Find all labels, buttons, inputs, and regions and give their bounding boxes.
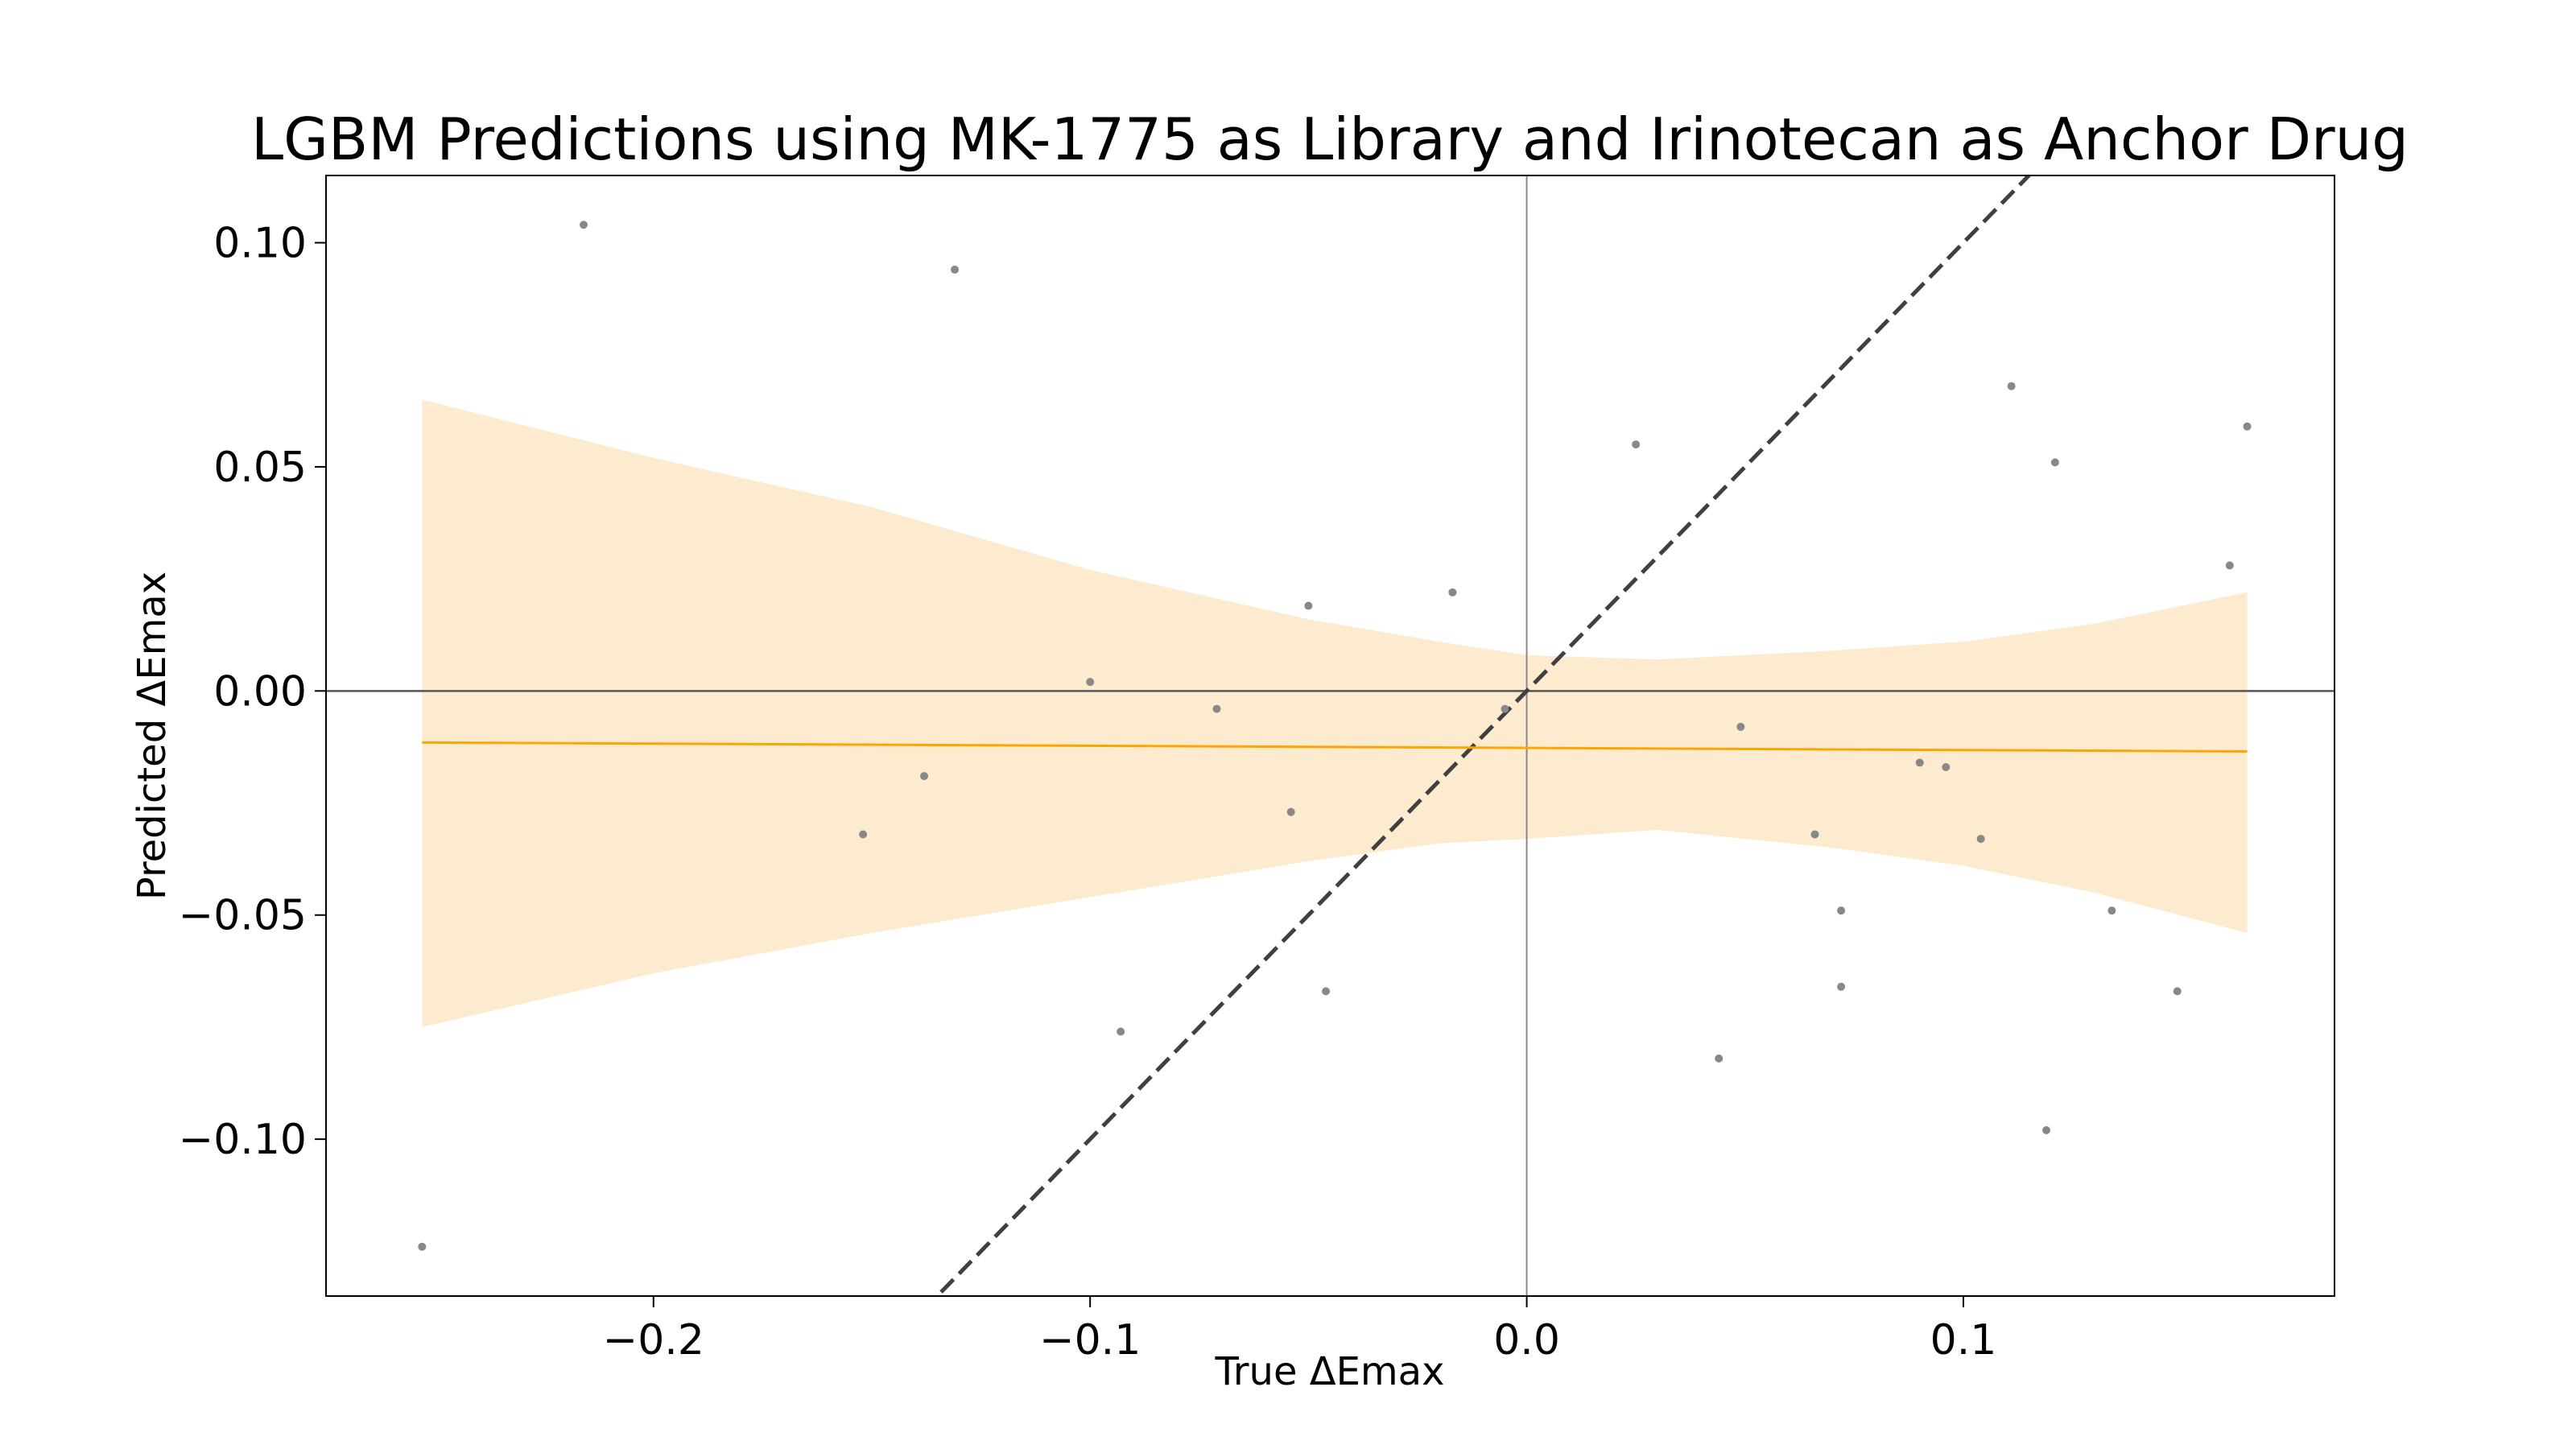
data-point bbox=[2107, 906, 2116, 915]
regression-line bbox=[422, 741, 2248, 753]
data-point bbox=[1942, 762, 1951, 771]
data-point bbox=[2042, 1125, 2051, 1134]
axis-ticks: −0.2 −0.1 0.0 0.1 −0.10 −0.05 0.00 0.05 0.10 bbox=[179, 220, 1997, 1364]
y-tick-label: 0.05 bbox=[213, 444, 307, 492]
data-point bbox=[1837, 906, 1846, 915]
data-point bbox=[1322, 987, 1331, 996]
y-tick-label: 0.00 bbox=[213, 667, 307, 716]
data-point bbox=[1976, 835, 1985, 844]
data-points bbox=[418, 221, 2252, 1251]
data-point bbox=[1810, 830, 1819, 839]
data-point bbox=[1086, 678, 1095, 687]
data-point bbox=[951, 265, 960, 274]
y-tick-label: −0.10 bbox=[179, 1116, 307, 1164]
y-axis-label: Predicted ΔEmax bbox=[130, 572, 175, 900]
data-point bbox=[1715, 1054, 1724, 1063]
data-point bbox=[2225, 561, 2234, 570]
confidence-band bbox=[422, 399, 2248, 1027]
data-point bbox=[1915, 758, 1924, 767]
data-point bbox=[1501, 704, 1509, 713]
plot-frame bbox=[325, 175, 2335, 1297]
y-tick-label: −0.05 bbox=[179, 892, 307, 940]
data-point bbox=[580, 221, 588, 229]
data-point bbox=[2173, 987, 2182, 996]
data-point bbox=[1448, 588, 1457, 597]
x-tick-label: 0.1 bbox=[1930, 1316, 1997, 1364]
y-tick-label: 0.10 bbox=[213, 220, 307, 268]
data-point bbox=[859, 830, 868, 839]
x-tick-label: 0.0 bbox=[1493, 1316, 1560, 1364]
data-point bbox=[1212, 704, 1221, 713]
data-point bbox=[418, 1242, 427, 1251]
data-point bbox=[2050, 458, 2059, 467]
x-axis-label: True ΔEmax bbox=[1215, 1349, 1445, 1394]
data-point bbox=[2007, 382, 2016, 390]
x-tick-label: −0.2 bbox=[603, 1316, 704, 1364]
data-point bbox=[1117, 1027, 1125, 1036]
chart-title: LGBM Predictions using MK-1775 as Librar… bbox=[251, 105, 2409, 173]
data-point bbox=[1736, 722, 1745, 731]
data-point bbox=[2243, 422, 2252, 431]
data-point bbox=[920, 772, 929, 781]
x-tick-label: −0.1 bbox=[1039, 1316, 1141, 1364]
data-point bbox=[1837, 982, 1846, 991]
data-point bbox=[1304, 601, 1313, 610]
data-point bbox=[1632, 440, 1641, 449]
data-point bbox=[1286, 807, 1295, 816]
